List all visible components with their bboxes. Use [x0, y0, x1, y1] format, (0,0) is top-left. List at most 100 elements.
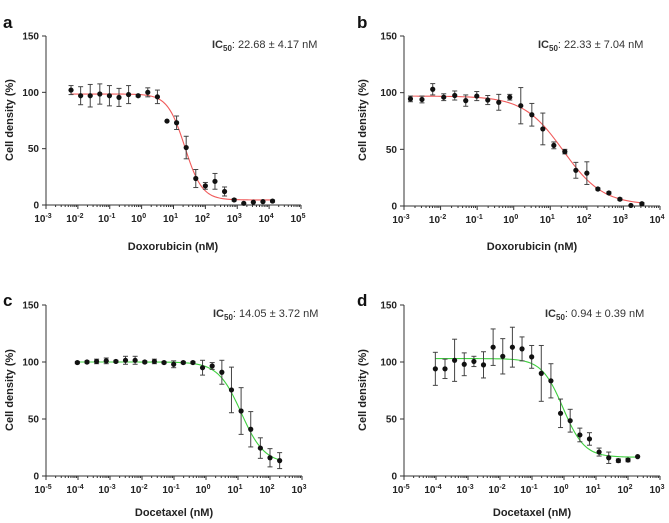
- data-point: [190, 359, 196, 366]
- data-point: [529, 354, 535, 360]
- y-tick-label: 0: [33, 201, 39, 212]
- y-tick-label: 100: [22, 88, 39, 99]
- data-point: [474, 93, 480, 99]
- fit-curve: [71, 93, 273, 201]
- data-point: [221, 188, 228, 195]
- data-point: [84, 359, 90, 365]
- x-tick-label: 101: [585, 484, 600, 496]
- data-point: [260, 199, 266, 205]
- x-tick-label: 103: [291, 484, 306, 496]
- x-tick-label: 10-2: [66, 213, 83, 225]
- data-point: [106, 93, 113, 99]
- y-tick-label: 100: [22, 358, 39, 369]
- data-point: [557, 410, 564, 416]
- data-point: [596, 449, 602, 455]
- data-point: [142, 359, 148, 365]
- y-tick-label: 50: [28, 144, 40, 155]
- data-point: [93, 358, 100, 365]
- data-point: [548, 378, 554, 384]
- data-point: [490, 344, 496, 350]
- y-tick-label: 0: [391, 472, 397, 483]
- data-point: [161, 359, 167, 366]
- x-tick-label: 10-1: [520, 484, 537, 496]
- data-point: [452, 92, 458, 99]
- y-tick-label: 150: [380, 301, 397, 312]
- x-tick-label: 101: [163, 213, 178, 225]
- x-tick-label: 10-2: [488, 484, 505, 496]
- y-tick-label: 100: [380, 358, 397, 369]
- data-point: [451, 357, 458, 363]
- data-point: [562, 149, 568, 155]
- x-tick-label: 10-2: [130, 484, 147, 496]
- data-point: [463, 98, 469, 104]
- data-point: [219, 369, 225, 375]
- data-point: [635, 454, 641, 460]
- data-point: [573, 167, 579, 173]
- data-point: [432, 366, 438, 372]
- chart-panel-b: b 0 50 100 150 10-3 10-2 10-1 100 101 102 103 104 Dox…: [357, 13, 665, 253]
- data-point: [509, 344, 515, 350]
- data-point: [231, 197, 237, 203]
- x-tick-label: 10-4: [424, 484, 441, 496]
- data-point: [485, 97, 491, 103]
- data-point: [164, 118, 170, 124]
- data-point: [113, 358, 119, 365]
- ic50-annotation: IC50: 0.94 ± 0.39 nM: [545, 308, 644, 322]
- data-point: [154, 94, 161, 100]
- data-point: [173, 120, 180, 126]
- fit-curve: [77, 361, 280, 461]
- data-point: [567, 418, 573, 424]
- data-point: [145, 89, 151, 95]
- x-tick-label: 10-3: [392, 214, 409, 226]
- data-point: [551, 142, 557, 148]
- data-point: [122, 357, 129, 363]
- y-axis-title: Cell density (%): [357, 79, 369, 161]
- chart-panel-d: d 0 50 100 150 10-5 10-4 10-3 10-2 10-1 100 101 102 1…: [357, 291, 665, 519]
- x-tick-label: 100: [553, 484, 568, 496]
- data-point: [519, 346, 525, 352]
- y-axis-title: Cell density (%): [4, 79, 16, 161]
- x-tick-label: 10-3: [456, 484, 473, 496]
- x-tick-label: 10-1: [465, 214, 482, 226]
- data-point: [125, 91, 132, 98]
- x-tick-label: 102: [617, 484, 632, 496]
- data-point: [577, 432, 583, 438]
- data-point: [269, 198, 276, 204]
- data-point: [171, 361, 177, 367]
- y-tick-label: 50: [386, 145, 398, 156]
- y-axis-title: Cell density (%): [4, 349, 16, 431]
- data-point: [595, 186, 601, 192]
- x-tick-label: 10-4: [66, 484, 83, 496]
- ic50-annotation: IC50: 22.68 ± 4.17 nM: [212, 39, 317, 53]
- y-tick-label: 150: [380, 32, 397, 43]
- data-point: [496, 99, 502, 105]
- y-tick-label: 50: [386, 415, 398, 426]
- data-point: [518, 103, 524, 109]
- data-point: [617, 196, 623, 202]
- data-point: [68, 87, 74, 93]
- data-point: [615, 458, 621, 464]
- data-point: [267, 455, 273, 461]
- y-tick-label: 0: [33, 472, 39, 483]
- x-axis-title: Doxorubicin (nM): [487, 241, 578, 253]
- data-point: [228, 387, 235, 393]
- x-tick-label: 10-5: [392, 484, 409, 496]
- x-tick-label: 101: [540, 214, 555, 226]
- data-point: [461, 361, 467, 367]
- data-point: [277, 458, 283, 464]
- fit-curve: [435, 358, 638, 458]
- x-tick-label: 10-1: [98, 213, 115, 225]
- x-tick-label: 102: [259, 484, 274, 496]
- panel-letter: b: [357, 13, 367, 32]
- data-point: [183, 144, 189, 151]
- panel-letter: c: [3, 291, 12, 310]
- x-tick-label: 103: [613, 214, 628, 226]
- data-point: [238, 408, 244, 414]
- x-tick-label: 10-1: [162, 484, 179, 496]
- data-point: [480, 362, 487, 368]
- y-axis-title: Cell density (%): [357, 349, 369, 431]
- fit-curve: [410, 95, 642, 204]
- data-point: [248, 426, 254, 432]
- x-tick-label: 10-3: [34, 213, 51, 225]
- ic50-annotation: IC50: 22.33 ± 7.04 nM: [538, 39, 643, 53]
